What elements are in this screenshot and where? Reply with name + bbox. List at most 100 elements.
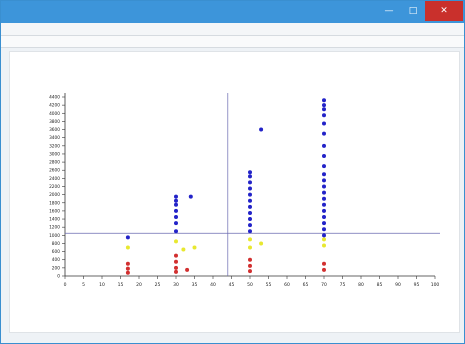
x-tick-label: 70	[321, 282, 327, 288]
y-tick-label: 4200	[49, 103, 60, 109]
data-point-series-3	[248, 269, 252, 274]
y-tick-label: 3200	[49, 143, 60, 149]
data-point-series-1	[322, 143, 326, 148]
title-bar: — □ ✕	[1, 1, 464, 23]
x-tick-label: 95	[414, 282, 420, 288]
y-tick-label: 4400	[49, 95, 60, 101]
data-point-series-1	[322, 153, 326, 158]
data-point-series-2	[322, 243, 326, 248]
minimize-button[interactable]: —	[384, 6, 394, 16]
data-point-series-1	[322, 221, 326, 226]
data-point-series-1	[322, 184, 326, 189]
data-point-series-3	[174, 265, 178, 270]
data-point-series-2	[259, 241, 264, 246]
data-point-series-3	[125, 270, 130, 275]
data-point-series-3	[174, 253, 178, 258]
y-tick-label: 2800	[49, 160, 60, 166]
y-tick-label: 3400	[49, 135, 60, 141]
x-tick-label: 40	[210, 282, 216, 288]
close-button[interactable]: ✕	[425, 1, 463, 21]
data-point-series-1	[322, 190, 326, 195]
data-point-series-1	[248, 217, 252, 222]
data-point-series-2	[322, 237, 326, 242]
x-tick-label: 35	[192, 282, 198, 288]
x-tick-label: 85	[377, 282, 383, 288]
x-tick-label: 100	[431, 282, 440, 288]
data-point-series-1	[248, 204, 252, 209]
data-point-series-3	[185, 267, 190, 272]
y-tick-label: 3000	[49, 151, 60, 157]
data-point-series-2	[248, 245, 252, 250]
y-tick-label: 4000	[49, 111, 60, 117]
data-point-series-2	[192, 245, 197, 250]
status-bar	[1, 333, 464, 343]
y-tick-label: 200	[52, 265, 60, 271]
chart-area: 0 5 10 15 20 25 30 35 40 45 50 55 60 65 70 75 80 85 90 95 10…	[9, 51, 460, 333]
data-point-series-1	[248, 174, 252, 179]
data-point-series-1	[248, 198, 252, 203]
data-point-series-1	[322, 196, 326, 201]
data-point-series-3	[322, 267, 326, 272]
y-tick-label: 3800	[49, 119, 60, 125]
info-bar	[1, 36, 464, 48]
data-point-series-3	[174, 269, 178, 274]
data-point-series-1	[174, 198, 178, 203]
x-tick-label: 45	[229, 282, 235, 288]
data-point-series-1	[322, 208, 326, 213]
data-point-series-1	[174, 215, 178, 220]
x-tick-label: 20	[136, 282, 142, 288]
data-point-series-1	[322, 107, 326, 112]
y-tick-label: 1800	[49, 200, 60, 206]
data-point-series-2	[125, 245, 130, 250]
data-point-series-1	[174, 208, 178, 213]
maximize-button[interactable]: □	[408, 6, 418, 16]
x-tick-label: 5	[82, 282, 85, 288]
data-point-series-1	[188, 194, 193, 199]
y-tick-label: 600	[52, 249, 60, 255]
x-tick-label: 55	[266, 282, 272, 288]
data-point-series-1	[322, 215, 326, 220]
data-point-series-3	[125, 266, 130, 271]
x-tick-label: 75	[340, 282, 346, 288]
data-point-series-2	[181, 247, 186, 252]
y-tick-label: 2400	[49, 176, 60, 182]
data-point-series-1	[322, 178, 326, 183]
y-tick-label: 2200	[49, 184, 60, 190]
y-tick-label: 1400	[49, 217, 60, 223]
data-point-series-1	[322, 103, 326, 108]
data-point-series-1	[248, 180, 252, 185]
data-point-series-3	[248, 263, 252, 268]
data-point-series-2	[248, 237, 252, 242]
x-tick-label: 30	[173, 282, 179, 288]
data-point-series-1	[322, 227, 326, 232]
data-point-series-1	[322, 233, 326, 238]
data-point-series-1	[322, 121, 326, 126]
data-point-series-1	[322, 131, 326, 136]
x-tick-label: 15	[118, 282, 124, 288]
y-tick-label: 3600	[49, 127, 60, 133]
data-point-series-3	[174, 259, 178, 264]
y-tick-label: 2000	[49, 192, 60, 198]
data-point-series-1	[322, 202, 326, 207]
x-tick-label: 90	[395, 282, 401, 288]
y-tick-label: 2600	[49, 168, 60, 174]
data-point-series-1	[322, 113, 326, 118]
data-point-series-1	[248, 192, 252, 197]
x-tick-label: 25	[155, 282, 161, 288]
x-tick-label: 60	[284, 282, 290, 288]
data-point-series-1	[248, 229, 252, 234]
y-tick-label: 400	[52, 257, 60, 263]
data-point-series-1	[322, 164, 326, 169]
data-point-series-1	[322, 98, 326, 103]
y-tick-label: 1600	[49, 208, 60, 214]
data-point-series-1	[174, 229, 178, 234]
data-point-series-1	[248, 186, 252, 191]
x-tick-label: 80	[358, 282, 364, 288]
scatter-chart: 0 5 10 15 20 25 30 35 40 45 50 55 60 65 70 75 80 85 90 95 10…	[49, 93, 440, 288]
y-tick-label: 1000	[49, 233, 60, 239]
data-point-series-1	[248, 223, 252, 228]
data-point-series-1	[125, 235, 130, 240]
y-tick-label: 0	[57, 274, 60, 280]
data-point-series-1	[174, 202, 178, 207]
